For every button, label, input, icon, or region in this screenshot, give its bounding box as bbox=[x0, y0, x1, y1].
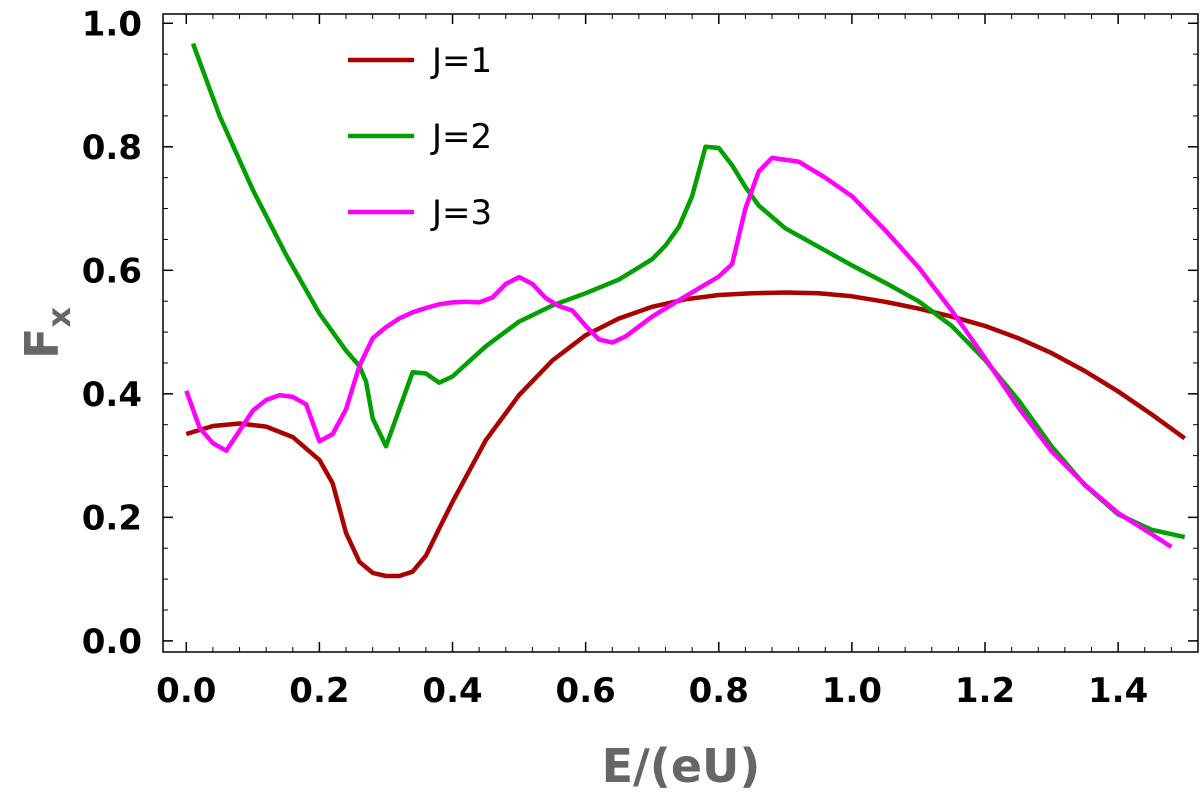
x-tick-label: 0.6 bbox=[556, 671, 616, 711]
y-tick-label: 1.0 bbox=[82, 4, 142, 44]
x-tick-label: 1.2 bbox=[955, 671, 1015, 711]
y-tick-label: 0.6 bbox=[82, 251, 142, 291]
x-tick-label: 0.8 bbox=[689, 671, 749, 711]
legend-label: J=3 bbox=[430, 193, 492, 233]
y-tick-label: 0.2 bbox=[82, 498, 142, 538]
y-tick-label: 0.4 bbox=[82, 375, 142, 415]
x-axis-title: E/(eU) bbox=[602, 739, 761, 793]
x-tick-label: 1.4 bbox=[1088, 671, 1148, 711]
series-line-2 bbox=[190, 42, 1186, 540]
legend-label: J=1 bbox=[430, 41, 492, 81]
y-tick-label: 0.0 bbox=[82, 622, 142, 662]
y-axis-title-subscript: x bbox=[40, 307, 78, 328]
plot-frame bbox=[162, 13, 1199, 653]
x-tick-label: 0.4 bbox=[422, 671, 482, 711]
y-axis-title: Fx bbox=[15, 307, 78, 359]
x-tick-label: 0.0 bbox=[156, 671, 216, 711]
plot-lines bbox=[184, 42, 1187, 579]
x-tick-label: 0.2 bbox=[289, 671, 349, 711]
tick-labels: 0.0 0.2 0.4 0.6 0.8 1.0 1.2 1.4 0.0 0.2 0.4 0.6 0.8 1… bbox=[82, 4, 1148, 711]
y-tick-label: 0.8 bbox=[82, 128, 142, 168]
series-line-3 bbox=[184, 155, 1173, 549]
axis-ticks bbox=[163, 14, 1199, 652]
y-axis-title-main: F bbox=[15, 328, 69, 359]
series-line-1 bbox=[185, 290, 1187, 579]
legend: J=1 J=2 J=3 bbox=[348, 41, 492, 233]
x-tick-label: 1.0 bbox=[822, 671, 882, 711]
legend-label: J=2 bbox=[430, 117, 492, 157]
